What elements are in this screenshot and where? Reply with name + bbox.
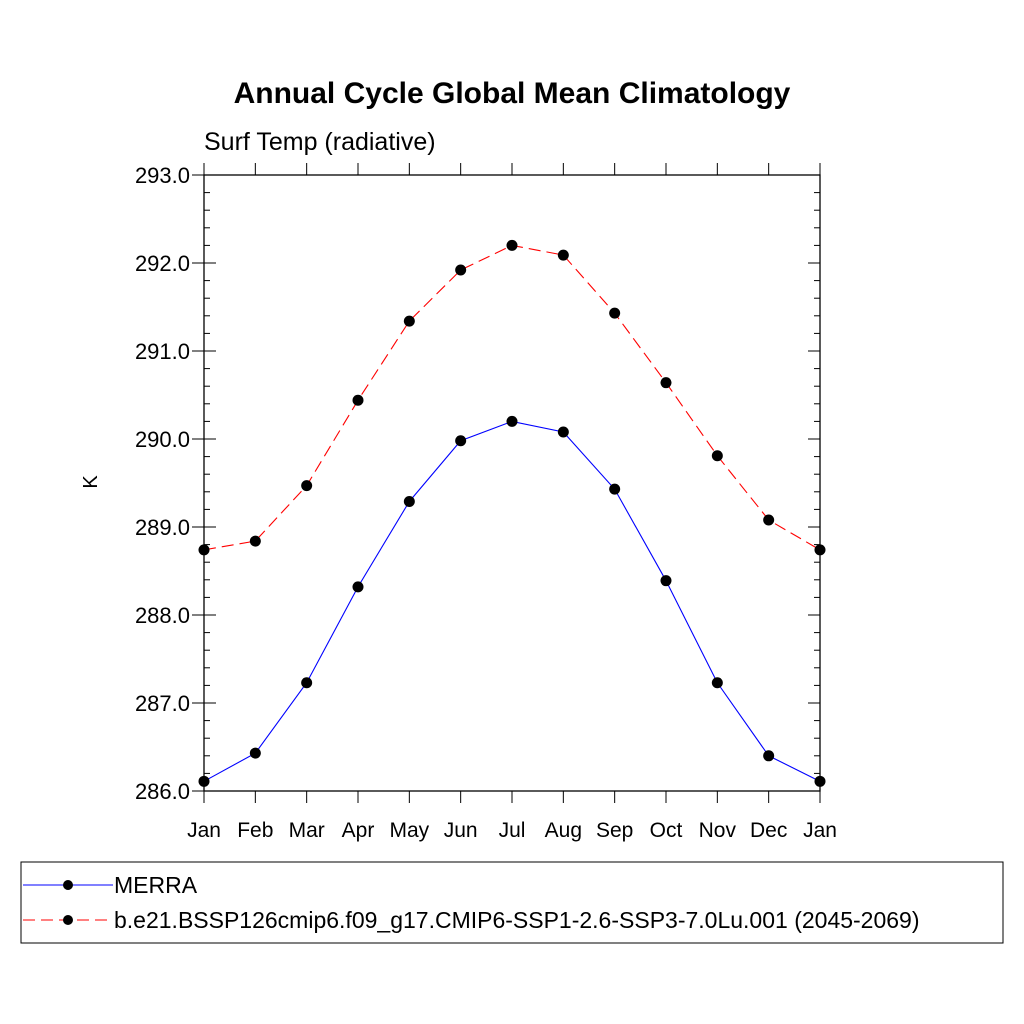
- y-tick-label: 288.0: [135, 603, 190, 628]
- x-tick-label: Apr: [342, 819, 375, 842]
- x-tick-label: Nov: [699, 819, 737, 842]
- data-point-model: [763, 514, 775, 526]
- data-point-merra: [506, 415, 518, 427]
- data-point-model: [557, 249, 569, 261]
- legend-label-model: b.e21.BSSP126cmip6.f09_g17.CMIP6-SSP1-2.…: [114, 907, 920, 933]
- y-tick-label: 290.0: [135, 427, 190, 452]
- data-point-merra: [249, 747, 261, 759]
- series-line-model: [203, 244, 821, 551]
- x-tick-label: Oct: [650, 819, 683, 842]
- data-point-merra: [301, 677, 313, 689]
- y-tick-label: 292.0: [135, 251, 190, 276]
- x-tick-label: Feb: [237, 819, 273, 842]
- y-tick-label: 287.0: [135, 691, 190, 716]
- chart-subtitle: Surf Temp (radiative): [204, 128, 436, 156]
- x-tick-label: Sep: [596, 819, 633, 842]
- data-point-model: [352, 394, 364, 406]
- y-tick-label: 291.0: [135, 339, 190, 364]
- data-point-model: [403, 315, 415, 327]
- plot-frame: [203, 174, 821, 792]
- data-point-merra: [660, 575, 672, 587]
- y-axis-label: K: [80, 475, 102, 489]
- y-tick-label: 293.0: [135, 163, 190, 188]
- data-point-model: [301, 480, 313, 492]
- x-tick-label: Jan: [803, 819, 837, 842]
- data-point-merra: [763, 750, 775, 762]
- legend-label-merra: MERRA: [114, 872, 198, 898]
- x-tick-label: May: [389, 819, 429, 842]
- x-tick-label: Jun: [444, 819, 478, 842]
- y-tick-label: 286.0: [135, 779, 190, 804]
- data-point-model: [249, 535, 261, 547]
- x-tick-label: Dec: [750, 819, 787, 842]
- data-point-model: [711, 450, 723, 462]
- chart-title: Annual Cycle Global Mean Climatology: [234, 77, 791, 110]
- data-point-merra: [403, 495, 415, 507]
- legend-box: [20, 861, 1004, 944]
- data-point-merra: [609, 483, 621, 495]
- x-tick-label: Jul: [499, 819, 526, 842]
- series-line-merra: [203, 420, 821, 782]
- data-point-merra: [352, 581, 364, 593]
- data-point-merra: [455, 435, 467, 447]
- data-point-model: [609, 307, 621, 319]
- y-tick-label: 289.0: [135, 515, 190, 540]
- series-layer: [198, 239, 826, 787]
- x-tick-label: Jan: [187, 819, 221, 842]
- data-point-merra: [711, 677, 723, 689]
- axis-ticks: Jan Feb Mar Apr May Jun Jul Aug Sep Oct Nov Dec Jan 2…: [135, 163, 837, 842]
- data-point-merra: [557, 426, 569, 438]
- data-point-model: [660, 377, 672, 389]
- data-point-model: [506, 239, 518, 251]
- legend-marker-merra: [63, 880, 73, 890]
- data-point-model: [455, 264, 467, 276]
- x-tick-label: Aug: [545, 819, 582, 842]
- legend: MERRA b.e21.BSSP126cmip6.f09_g17.CMIP6-S…: [20, 861, 1004, 944]
- x-tick-label: Mar: [289, 819, 325, 842]
- legend-marker-model: [63, 915, 73, 925]
